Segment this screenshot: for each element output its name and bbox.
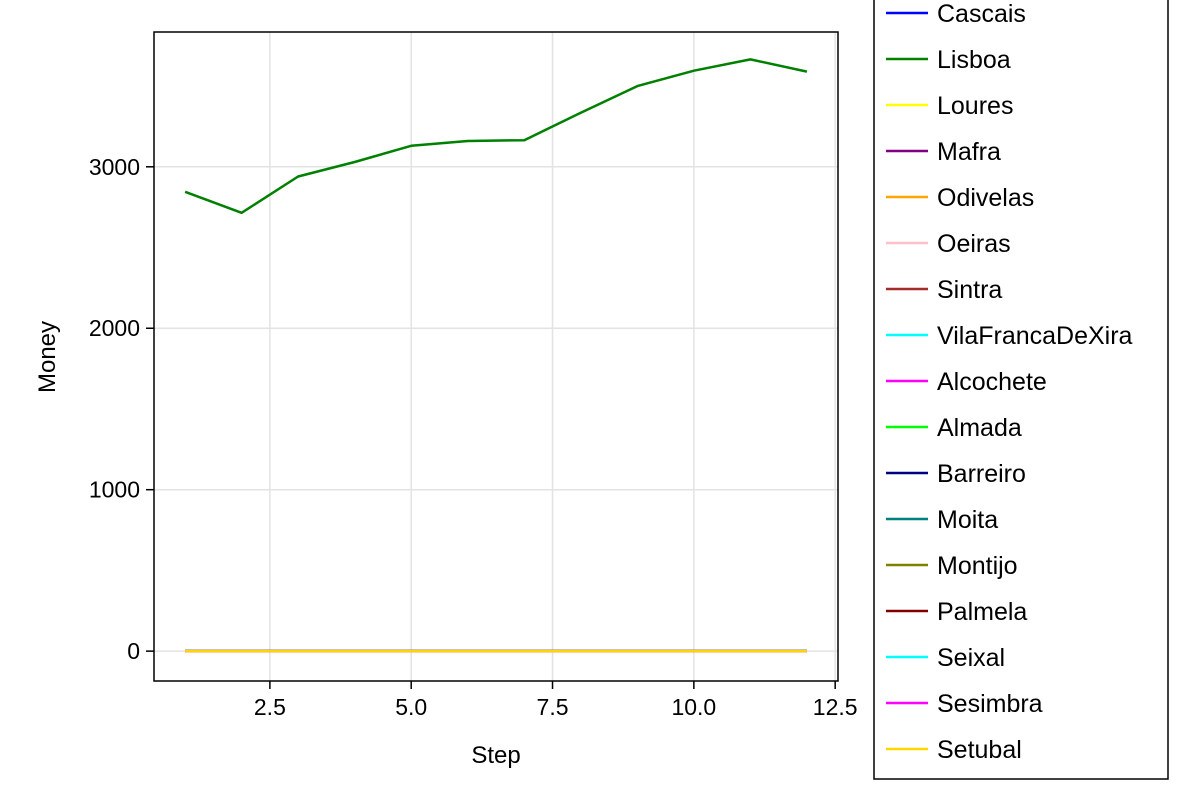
legend-label-lisboa: Lisboa [937, 46, 1011, 74]
legend-label-vilafrancadexira: VilaFrancaDeXira [937, 322, 1133, 350]
plot-frame [153, 31, 839, 682]
legend-label-barreiro: Barreiro [937, 460, 1026, 488]
legend-label-montijo: Montijo [937, 552, 1018, 580]
y-tick-label: 3000 [89, 154, 140, 180]
legend-label-oeiras: Oeiras [937, 230, 1011, 258]
legend-label-seixal: Seixal [937, 644, 1005, 672]
y-tick-label: 0 [127, 638, 140, 664]
legend-label-moita: Moita [937, 506, 998, 534]
legend-label-sintra: Sintra [937, 276, 1002, 304]
y-tick-label: 2000 [89, 315, 140, 341]
grid [154, 32, 838, 681]
legend-label-alcochete: Alcochete [937, 368, 1047, 396]
x-axis: 2.5 5.0 7.5 10.0 12.5 [254, 681, 858, 720]
y-tick-label: 1000 [89, 477, 140, 503]
legend-label-almada: Almada [937, 414, 1022, 442]
x-tick-label: 5.0 [395, 694, 427, 720]
legend-label-cascais: Cascais [937, 0, 1026, 28]
x-tick-label: 2.5 [254, 694, 286, 720]
x-tick-label: 7.5 [537, 694, 569, 720]
legend-label-palmela: Palmela [937, 598, 1027, 626]
y-axis: 0 1000 2000 3000 [89, 154, 154, 664]
series-lines [184, 58, 808, 653]
x-tick-label: 10.0 [671, 694, 716, 720]
legend-label-odivelas: Odivelas [937, 184, 1034, 212]
legend-label-loures: Loures [937, 92, 1013, 120]
legend-box [873, 0, 1169, 780]
x-tick-label: 12.5 [813, 694, 858, 720]
legend-label-mafra: Mafra [937, 138, 1001, 166]
legend: Cascais Lisboa Loures Mafra Odivelas Oeiras Si… [873, 0, 1169, 780]
x-axis-title: Step [471, 742, 520, 769]
series-line-lisboa [184, 58, 808, 215]
y-axis-title: Money [34, 321, 61, 393]
legend-label-setubal: Setubal [937, 736, 1022, 764]
legend-label-sesimbra: Sesimbra [937, 690, 1043, 718]
